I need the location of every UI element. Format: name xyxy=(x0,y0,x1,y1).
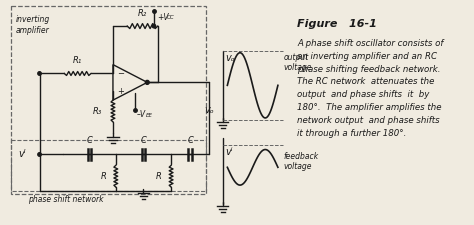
Text: R₃: R₃ xyxy=(93,106,102,115)
Text: Figure   16-1: Figure 16-1 xyxy=(297,19,377,29)
Text: R₁: R₁ xyxy=(73,56,82,65)
Text: C: C xyxy=(140,136,146,145)
Circle shape xyxy=(38,153,41,156)
Circle shape xyxy=(38,72,41,75)
Text: –V: –V xyxy=(137,110,146,119)
Text: vⁱ: vⁱ xyxy=(226,146,233,157)
Text: A phase shift oscillator consists of
an inverting amplifier and an RC
phase shif: A phase shift oscillator consists of an … xyxy=(297,39,443,138)
Text: −: − xyxy=(117,69,124,78)
Text: C: C xyxy=(187,136,193,145)
Text: feedback
voltage: feedback voltage xyxy=(283,152,319,171)
Text: R₂: R₂ xyxy=(138,9,147,18)
Text: vₒ: vₒ xyxy=(226,53,235,63)
Text: C: C xyxy=(87,136,92,145)
Text: vᴵ: vᴵ xyxy=(18,149,26,160)
Text: CC: CC xyxy=(166,15,174,20)
Text: phase shift network: phase shift network xyxy=(28,195,104,204)
Text: EE: EE xyxy=(146,113,152,118)
Text: output
voltage: output voltage xyxy=(283,53,312,72)
Text: R: R xyxy=(100,172,106,181)
Text: inverting
amplifier: inverting amplifier xyxy=(16,15,50,35)
Text: +V: +V xyxy=(157,13,168,22)
Circle shape xyxy=(152,24,155,28)
Text: R: R xyxy=(155,172,162,181)
Text: vₒ: vₒ xyxy=(204,105,214,115)
Circle shape xyxy=(146,80,149,84)
Text: +: + xyxy=(117,87,124,96)
